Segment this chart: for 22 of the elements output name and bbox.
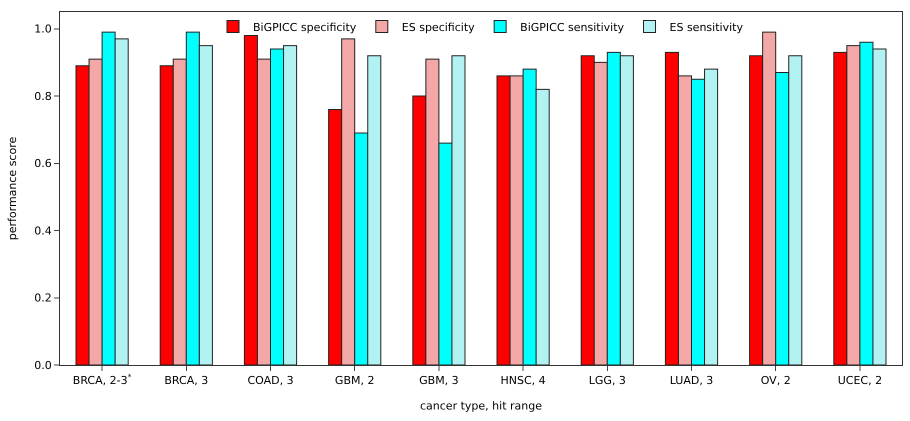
x-tick-label: HNSC, 4 [500,374,546,388]
legend-label: ES specificity [402,20,476,34]
y-tick-label: 0.0 [34,358,52,372]
y-tick-label: 1.0 [34,22,52,36]
y-tick-label: 0.6 [34,157,52,170]
x-tick-label: BRCA, 2-3$^{*}$ [72,372,132,388]
y-tick-label: 0.8 [34,90,52,103]
legend-label: ES sensitivity [670,20,744,34]
legend-label: BiGPICC sensitivity [520,20,625,34]
x-tick-label: LGG, 3 [588,374,626,388]
x-tick-label: COAD, 3 [247,374,294,388]
y-axis-title: performance score [6,136,19,240]
x-axis-title: cancer type, hit range [420,399,542,412]
y-tick-label: 0.4 [34,224,52,238]
x-tick-label: BRCA, 3 [164,374,208,388]
x-tick-label: GBM, 3 [419,374,459,388]
legend-label: BiGPICC specificity [253,20,357,34]
x-tick-label: GBM, 2 [334,374,374,388]
x-tick-label: LUAD, 3 [670,374,714,388]
x-tick-label: UCEC, 2 [838,374,882,388]
x-tick-label: OV, 2 [760,374,791,388]
y-tick-label: 0.2 [34,292,52,305]
